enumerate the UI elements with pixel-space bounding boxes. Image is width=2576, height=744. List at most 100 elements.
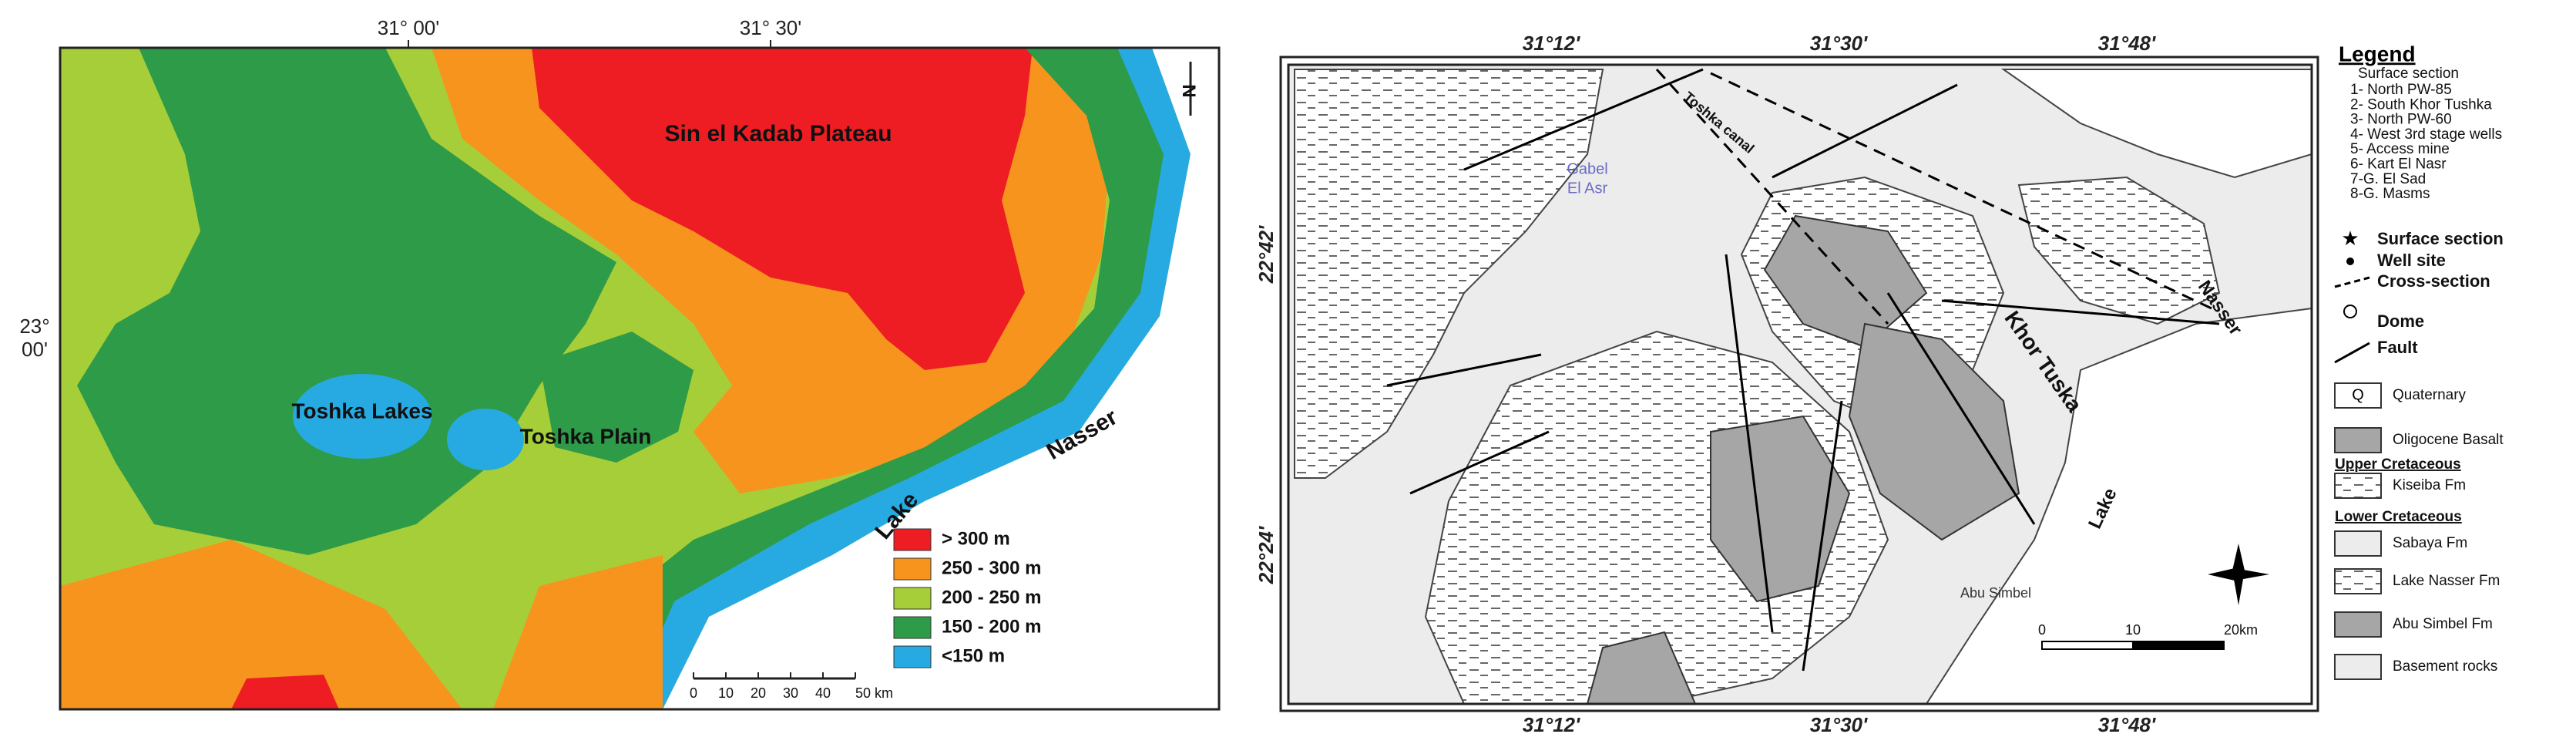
map-frame xyxy=(1287,63,2313,705)
longitude-label: 31°12' xyxy=(1523,32,1580,55)
fault xyxy=(1463,68,1704,171)
compass xyxy=(2208,544,2269,605)
longitude-label: 31°48' xyxy=(2098,32,2156,55)
unit-area xyxy=(1710,415,1851,603)
unit-area xyxy=(1586,631,1697,704)
longitude-label: 31° 30' xyxy=(740,16,801,39)
scale-segment xyxy=(2132,641,2225,650)
legend-symbol xyxy=(2334,342,2370,364)
legend-symbol-label: Dome xyxy=(2377,311,2424,331)
legend-heading: Lower Cretaceous xyxy=(2335,509,2462,525)
legend-label: Sabaya Fm xyxy=(2393,535,2467,551)
unit-area xyxy=(2017,176,2221,325)
legend-label: Lake Nasser Fm xyxy=(2393,573,2500,589)
legend-label: 200 - 250 m xyxy=(942,587,1041,608)
map-frame xyxy=(59,46,1221,711)
legend-symbol xyxy=(2346,258,2354,265)
legend-swatch xyxy=(893,587,932,610)
scale-bar: 0 10 20km xyxy=(2038,622,2258,650)
lake-area xyxy=(663,48,1219,709)
legend-symbol xyxy=(2343,305,2357,318)
legend-item: 1- North PW-85 xyxy=(2350,82,2452,98)
elevation-zone xyxy=(447,409,524,470)
legend-label: Quaternary xyxy=(2393,387,2467,403)
legend-swatch xyxy=(893,557,932,581)
fault xyxy=(1886,292,2036,525)
legend-label: Kiseiba Fm xyxy=(2393,477,2466,493)
legend-heading: Surface section xyxy=(2358,66,2459,82)
legend-label: 150 - 200 m xyxy=(942,616,1041,637)
legend-item: 4- West 3rd stage wells xyxy=(2350,126,2502,143)
place-label: Abu Simbel xyxy=(1960,585,2031,601)
unit-area xyxy=(1848,322,2020,541)
legend-item: 2- South Khor Tushka xyxy=(2350,96,2492,113)
scale-label: 50 km xyxy=(855,685,893,701)
elevation-map xyxy=(60,48,1219,709)
place-label: Gabel xyxy=(1567,160,1607,177)
legend-heading: Upper Cretaceous xyxy=(2335,456,2461,473)
elevation-legend: > 300 m 250 - 300 m 200 - 250 m 150 - 200 m… xyxy=(893,528,1041,668)
legend-label: Basement rocks xyxy=(2393,658,2497,675)
geology-legend: Legend Surface section 1- North PW-852- … xyxy=(2334,42,2504,680)
legend-symbol xyxy=(2334,276,2370,288)
longitude-label: 31°12' xyxy=(1523,713,1580,736)
latitude-label: 23° xyxy=(19,315,49,338)
longitude-label: 31°48' xyxy=(2098,713,2156,736)
longitude-label: 31°30' xyxy=(1810,32,1868,55)
elevation-zone xyxy=(293,374,432,459)
elevation-zone xyxy=(493,555,663,709)
fault xyxy=(1772,83,1958,179)
scale-label: 10 xyxy=(2125,622,2141,638)
lake-area xyxy=(1925,307,2312,704)
legend-label: Abu Simbel Fm xyxy=(2393,616,2493,632)
legend-label: > 300 m xyxy=(942,528,1010,549)
scale-segment xyxy=(2041,641,2134,650)
legend-label: <150 m xyxy=(942,645,1005,666)
legend-item: 7-G. El Sad xyxy=(2350,171,2426,187)
legend-swatch xyxy=(893,645,932,668)
legend-swatch xyxy=(893,616,932,639)
unit-area xyxy=(1294,69,1604,479)
legend-swatch xyxy=(2334,654,2382,680)
cross-section xyxy=(1655,68,1889,325)
compass-needle xyxy=(2208,568,2269,581)
longitude-label: 31°30' xyxy=(1810,713,1868,736)
scale-label: 20 xyxy=(751,685,766,701)
scale-label: 10 xyxy=(718,685,734,701)
scale-bar: 0 10 20 30 40 50 km xyxy=(690,672,893,701)
elevation-zone xyxy=(231,675,339,709)
legend-swatch xyxy=(893,528,932,551)
place-label: El Asr xyxy=(1567,180,1608,197)
legend-label: 250 - 300 m xyxy=(942,557,1041,578)
scale-label: 0 xyxy=(690,685,697,701)
latitude-label: 22°42' xyxy=(1254,225,1278,284)
legend-label: Oligocene Basalt xyxy=(2393,432,2504,448)
legend-item: 6- Kart El Nasr xyxy=(2350,157,2447,173)
legend-symbol: ★ xyxy=(2341,227,2359,250)
geology-map xyxy=(1288,65,2312,704)
legend-title: Legend xyxy=(2339,42,2416,66)
legend-item: 5- Access mine xyxy=(2350,141,2450,157)
fault xyxy=(1409,430,1550,495)
legend-symbol-label: Fault xyxy=(2377,338,2418,357)
unit-area xyxy=(2000,69,2312,179)
elevation-zone xyxy=(586,48,1202,709)
cross-section xyxy=(1710,72,2212,310)
north-label: N xyxy=(1179,84,1200,97)
legend-symbol-label: Cross-section xyxy=(2377,271,2490,291)
legend-symbol-label: Well site xyxy=(2377,251,2446,270)
legend-code: Q xyxy=(2352,386,2364,403)
elevation-zone xyxy=(628,48,1191,709)
elevation-zone xyxy=(539,332,694,463)
legend-swatch xyxy=(2334,611,2382,638)
latitude-label: 22°24' xyxy=(1254,526,1278,584)
map-frame-outer xyxy=(1279,56,2319,712)
legend-swatch xyxy=(2334,568,2382,594)
scale-label: 30 xyxy=(783,685,798,701)
legend-swatch xyxy=(2334,530,2382,557)
legend-swatch xyxy=(2334,427,2382,453)
place-label: Toshka Lakes xyxy=(291,399,432,422)
legend-item: 8-G. Masms xyxy=(2350,186,2430,202)
